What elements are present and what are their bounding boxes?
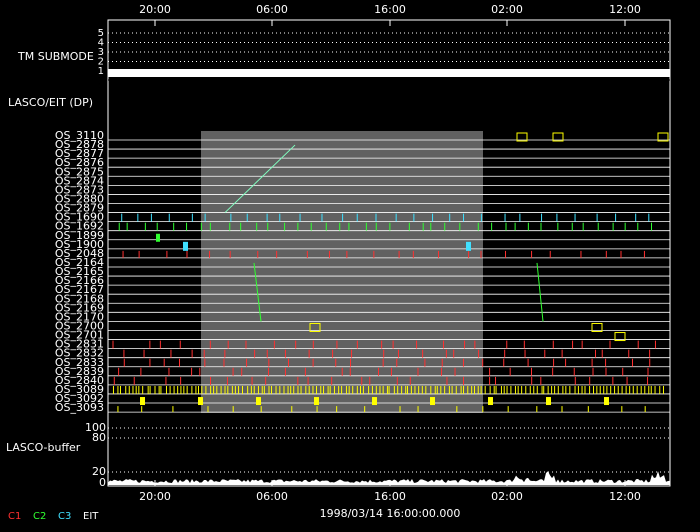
event-block xyxy=(140,397,145,406)
row-label: OS_2700 xyxy=(55,319,104,332)
row-label: OS_1900 xyxy=(55,238,104,251)
row-label: OS_2873 xyxy=(55,183,104,196)
row-label: OS_3092 xyxy=(55,392,104,405)
bottom-tick-label: 12:00 xyxy=(609,490,641,503)
event-block xyxy=(156,233,160,242)
bottom-tick-label: 20:00 xyxy=(139,490,171,503)
event-block xyxy=(314,397,319,406)
row-label: OS_2048 xyxy=(55,247,104,260)
legend-entry: EIT xyxy=(83,511,99,522)
event-block xyxy=(430,397,435,406)
event-marker xyxy=(591,322,603,332)
row-label: OS_2875 xyxy=(55,165,104,178)
submode-bar xyxy=(108,69,670,77)
row-label: OS_2880 xyxy=(55,192,104,205)
event-marker xyxy=(657,132,669,142)
buffer-level: 0 xyxy=(99,476,106,489)
top-tick-label: 20:00 xyxy=(139,3,171,16)
bottom-tick-label: 16:00 xyxy=(374,490,406,503)
event-block xyxy=(372,397,377,406)
buffer-level: 80 xyxy=(92,431,106,444)
event-marker xyxy=(516,132,528,142)
row-label: OS_1692 xyxy=(55,220,104,233)
event-block xyxy=(183,241,188,251)
row-label: OS_2831 xyxy=(55,338,104,351)
row-label: OS_2840 xyxy=(55,374,104,387)
top-tick-label: 12:00 xyxy=(609,3,641,16)
row-label: OS_2833 xyxy=(55,356,104,369)
buffer-fill xyxy=(108,471,670,485)
sequence-line xyxy=(224,144,296,213)
shaded-window xyxy=(201,131,483,413)
row-label: OS_3110 xyxy=(55,129,104,142)
event-block xyxy=(198,397,203,406)
top-tick-label: 16:00 xyxy=(374,3,406,16)
row-label: OS_2879 xyxy=(55,202,104,215)
frame xyxy=(107,19,671,487)
row-label: OS_2169 xyxy=(55,301,104,314)
row-label: OS_2877 xyxy=(55,147,104,160)
event-block xyxy=(466,241,471,251)
sequence-line xyxy=(253,262,262,322)
row-label: OS_2170 xyxy=(55,310,104,323)
legend-entry: C1 xyxy=(8,511,21,522)
event-block xyxy=(604,397,609,406)
top-tick-label: 06:00 xyxy=(256,3,288,16)
buffer-label: LASCO-buffer xyxy=(6,441,81,454)
submode-level: 5 xyxy=(98,28,104,39)
submode-level: 1 xyxy=(98,66,104,77)
submode-level: 3 xyxy=(98,47,104,58)
top-tick-label: 02:00 xyxy=(491,3,523,16)
row-label: OS_3089 xyxy=(55,383,104,396)
legend-entry: C2 xyxy=(33,511,46,522)
buffer-level: 20 xyxy=(92,465,106,478)
row-label: OS_2167 xyxy=(55,283,104,296)
row-label: OS_2164 xyxy=(55,256,104,269)
event-marker xyxy=(552,132,564,142)
event-block xyxy=(488,397,493,406)
legend-entry: C3 xyxy=(58,511,71,522)
date-label: 1998/03/14 16:00:00.000 xyxy=(320,507,461,520)
event-block xyxy=(546,397,551,406)
row-label: OS_1690 xyxy=(55,211,104,224)
row-label: OS_2165 xyxy=(55,265,104,278)
row-label: OS_2701 xyxy=(55,329,104,342)
buffer-level: 100 xyxy=(85,421,106,434)
row-label: OS_2876 xyxy=(55,156,104,169)
row-label: OS_2166 xyxy=(55,274,104,287)
section-label: LASCO/EIT (DP) xyxy=(8,96,93,109)
event-marker xyxy=(614,332,626,342)
row-label: OS_2874 xyxy=(55,174,104,187)
row-label: OS_2168 xyxy=(55,292,104,305)
event-block xyxy=(256,397,261,406)
row-label: OS_2878 xyxy=(55,138,104,151)
row-label: OS_1899 xyxy=(55,229,104,242)
submode-label: TM SUBMODE xyxy=(17,50,94,63)
bottom-tick-label: 06:00 xyxy=(256,490,288,503)
submode-level: 2 xyxy=(98,57,104,68)
submode-level: 4 xyxy=(98,38,104,49)
bottom-tick-label: 02:00 xyxy=(491,490,523,503)
row-label: OS_3093 xyxy=(55,401,104,414)
sequence-line xyxy=(536,262,544,322)
row-label: OS_2839 xyxy=(55,365,104,378)
row-label: OS_2832 xyxy=(55,347,104,360)
event-marker xyxy=(309,322,321,332)
